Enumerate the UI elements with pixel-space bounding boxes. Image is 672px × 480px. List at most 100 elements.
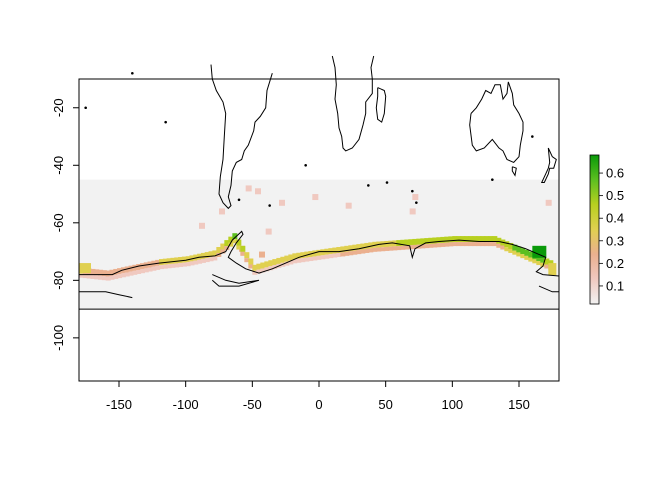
raster-cell bbox=[220, 243, 226, 250]
raster-cell bbox=[117, 274, 123, 279]
x-tick-label: -150 bbox=[106, 397, 132, 412]
raster-cell bbox=[276, 257, 282, 264]
raster-cell bbox=[228, 236, 234, 243]
raster-cell bbox=[151, 266, 157, 271]
raster-cell bbox=[155, 265, 161, 270]
raster-cell bbox=[368, 242, 374, 249]
y-axis: -20 -40 -60 -80 -100 bbox=[51, 98, 80, 351]
raster-cell bbox=[193, 260, 199, 265]
raster-cell bbox=[512, 244, 518, 251]
raster-cell bbox=[208, 251, 214, 258]
raster-cell bbox=[448, 242, 454, 247]
raster-cell bbox=[264, 267, 270, 272]
raster-cell bbox=[476, 242, 482, 247]
plot-area bbox=[78, 55, 560, 382]
legend-tick-label: 0.6 bbox=[606, 166, 624, 181]
raster-cell bbox=[79, 273, 84, 278]
raster-cell bbox=[356, 244, 362, 251]
raster-cell bbox=[136, 270, 142, 275]
raster-cell bbox=[412, 238, 418, 245]
raster-cell bbox=[532, 259, 538, 264]
raster-cell bbox=[472, 236, 478, 243]
raster-cell bbox=[139, 269, 145, 274]
raster-cell bbox=[500, 245, 506, 250]
raster-cell bbox=[79, 263, 91, 274]
raster-cell bbox=[444, 236, 450, 243]
raster-cell bbox=[248, 258, 254, 265]
raster-cell bbox=[272, 259, 278, 266]
legend-tick-label: 0.3 bbox=[606, 233, 624, 248]
raster-cell bbox=[480, 236, 486, 243]
raster-cell bbox=[488, 242, 494, 247]
raster-cell bbox=[162, 258, 168, 265]
raster-cell bbox=[332, 253, 338, 258]
raster-cell bbox=[260, 268, 266, 273]
raster-cell bbox=[316, 249, 322, 256]
y-tick-label: -20 bbox=[51, 98, 66, 117]
raster-cell bbox=[252, 264, 258, 271]
raster-cell bbox=[98, 269, 104, 276]
raster-cell bbox=[308, 257, 314, 262]
raster-cell bbox=[197, 259, 203, 264]
raster-cell bbox=[336, 246, 342, 253]
raster-cell bbox=[508, 248, 514, 253]
raster-cell bbox=[460, 236, 466, 243]
raster-cell bbox=[90, 268, 96, 275]
raster-cell bbox=[476, 236, 482, 243]
raster-cell bbox=[136, 264, 142, 271]
raster-cell bbox=[368, 248, 374, 253]
island-marker bbox=[164, 120, 167, 124]
raster-cell bbox=[174, 257, 180, 264]
raster-cell bbox=[128, 271, 134, 276]
raster-cell bbox=[516, 246, 522, 253]
africa-coastline bbox=[331, 55, 375, 152]
antarctica-coastline bbox=[79, 230, 560, 277]
raster-cell bbox=[544, 258, 550, 265]
island-marker bbox=[268, 204, 271, 207]
raster-cell bbox=[480, 242, 486, 247]
raster-cell bbox=[300, 252, 306, 259]
raster-cell bbox=[376, 247, 382, 252]
x-tick-label: 50 bbox=[378, 397, 392, 412]
raster-cell bbox=[98, 275, 104, 280]
raster-cell bbox=[166, 264, 172, 269]
raster-cell bbox=[360, 243, 366, 250]
island-marker bbox=[491, 178, 494, 181]
y-tick-label: -100 bbox=[51, 325, 66, 351]
x-tick-label: -50 bbox=[243, 397, 262, 412]
raster-cell bbox=[336, 252, 342, 257]
raster-cell bbox=[380, 247, 386, 252]
raster-cell bbox=[265, 228, 272, 235]
raster-cell bbox=[220, 249, 226, 254]
raster-cell bbox=[456, 236, 462, 243]
legend-tick-label: 0.5 bbox=[606, 188, 624, 203]
raster-cell bbox=[516, 252, 522, 257]
raster-cell bbox=[468, 242, 474, 247]
raster-cell bbox=[348, 251, 354, 256]
raster-cell bbox=[504, 241, 510, 248]
raster-cell bbox=[424, 238, 430, 245]
raster-cell bbox=[412, 194, 419, 201]
island-marker bbox=[385, 181, 389, 184]
raster-cell bbox=[364, 248, 370, 253]
raster-cell bbox=[185, 262, 191, 267]
raster-cell bbox=[452, 242, 458, 247]
raster-cell bbox=[320, 255, 326, 260]
south-america-coastline bbox=[210, 64, 273, 210]
raster-cell bbox=[284, 261, 290, 266]
raster-cell bbox=[101, 276, 107, 281]
raster-cell bbox=[132, 270, 138, 275]
raster-cell bbox=[212, 256, 218, 261]
ross-ice-shelf-coastline bbox=[79, 291, 133, 299]
raster-cell bbox=[255, 188, 261, 195]
raster-cell bbox=[448, 236, 454, 243]
raster-cell bbox=[544, 264, 550, 269]
raster-cell bbox=[340, 252, 346, 257]
raster-cell bbox=[524, 255, 530, 260]
raster-cell bbox=[408, 245, 414, 250]
raster-cell bbox=[428, 237, 434, 244]
raster-cell bbox=[492, 236, 498, 243]
raster-cell bbox=[512, 250, 518, 255]
raster-cell bbox=[344, 245, 350, 252]
